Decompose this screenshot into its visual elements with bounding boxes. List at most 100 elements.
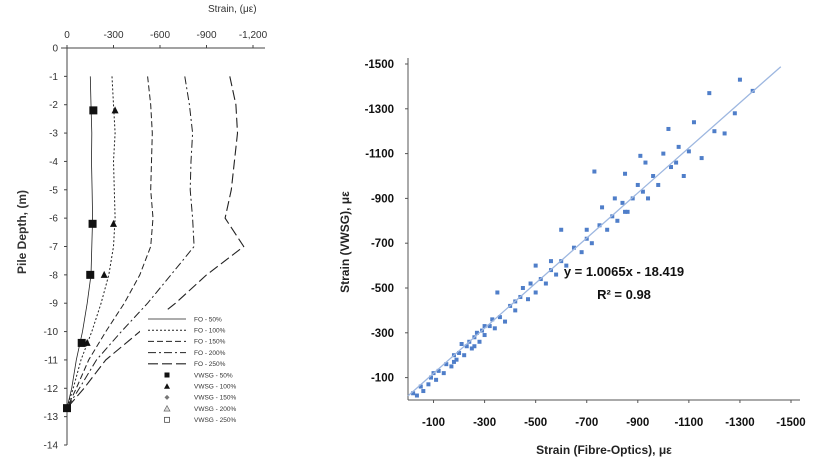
left-y-tick-label: -5 bbox=[49, 185, 58, 196]
depth-series-line bbox=[66, 76, 116, 409]
scatter-point bbox=[418, 384, 423, 389]
scatter-point bbox=[579, 250, 584, 255]
scatter-point bbox=[464, 344, 469, 349]
scatter-point bbox=[436, 368, 441, 373]
legend-box bbox=[140, 310, 264, 460]
scatter-point bbox=[691, 120, 696, 125]
legend-entry-label: VWSG - 250% bbox=[194, 417, 236, 424]
legend-entry-label: FO - 250% bbox=[194, 361, 226, 368]
right-x-tick-label: -1100 bbox=[674, 417, 703, 429]
scatter-point bbox=[457, 350, 462, 355]
left-y-tick-label: -11 bbox=[44, 355, 58, 366]
left-y-tick-label: -10 bbox=[44, 327, 59, 338]
right-x-tick-label: -500 bbox=[524, 417, 547, 429]
right-x-tick-label: -300 bbox=[473, 417, 496, 429]
scatter-point bbox=[643, 160, 648, 165]
scatter-point bbox=[444, 362, 449, 367]
right-y-tick-label: -300 bbox=[371, 328, 394, 340]
scatter-point bbox=[533, 263, 538, 268]
scatter-point bbox=[592, 169, 597, 174]
depth-series-line bbox=[66, 76, 245, 409]
vwsg-marker bbox=[77, 338, 86, 347]
right-y-tick-label: -1300 bbox=[365, 104, 394, 116]
scatter-point bbox=[651, 174, 656, 178]
right-y-tick-label: -1100 bbox=[365, 149, 394, 161]
legend-entry-label: VWSG - 100% bbox=[194, 384, 236, 391]
scatter-point bbox=[559, 227, 564, 232]
vwsg-marker bbox=[88, 219, 97, 228]
scatter-point bbox=[513, 308, 518, 313]
legend-entry-label: FO - 100% bbox=[194, 328, 226, 335]
scatter-point bbox=[668, 165, 673, 170]
depth-profile-chart: Strain, (με) 0 -300 -600 -900 -1,200 0 -1 -2 -3… bbox=[15, 4, 268, 460]
right-y-tick-label: -700 bbox=[371, 238, 394, 250]
scatter-point bbox=[472, 344, 477, 349]
scatter-point bbox=[495, 290, 500, 295]
scatter-point bbox=[548, 259, 553, 264]
scatter-point bbox=[482, 333, 487, 338]
scatter-point bbox=[686, 149, 691, 154]
scatter-point bbox=[543, 281, 548, 286]
scatter-point bbox=[676, 144, 681, 149]
scatter-point bbox=[661, 151, 666, 156]
right-x-tick-label: -900 bbox=[626, 417, 649, 429]
left-x-tick-label: -900 bbox=[196, 30, 216, 41]
right-y-tick-label: -500 bbox=[371, 283, 394, 295]
scatter-point bbox=[612, 196, 617, 201]
scatter-point bbox=[564, 263, 569, 268]
scatter-point bbox=[707, 91, 712, 96]
top-axis-label: Strain, (με) bbox=[208, 4, 257, 15]
right-y-tick-label: -900 bbox=[371, 193, 394, 205]
left-axes bbox=[61, 45, 265, 446]
right-x-axis-label: Strain (Fibre-Optics), με bbox=[536, 443, 672, 457]
right-y-tick-labels: -100 -300 -500 -700 -900 -1100 -1300 -1500 bbox=[365, 59, 394, 385]
scatter-point bbox=[477, 339, 482, 344]
trendline bbox=[407, 66, 782, 397]
left-y-tick-label: -13 bbox=[44, 412, 59, 423]
scatter-point bbox=[737, 77, 742, 82]
r-squared-label: R² = 0.98 bbox=[597, 287, 651, 302]
scatter-point bbox=[732, 111, 737, 116]
left-y-tick-label: -7 bbox=[49, 242, 58, 253]
left-x-tick-label: -600 bbox=[150, 30, 170, 41]
scatter-point bbox=[712, 129, 717, 134]
right-x-tick-labels: -100 -300 -500 -700 -900 -1100 -1300 -1500 bbox=[422, 417, 806, 429]
legend-entry-label: VWSG - 200% bbox=[194, 406, 236, 413]
scatter-point bbox=[487, 324, 492, 329]
scatter-point bbox=[520, 286, 525, 290]
scatter-point bbox=[600, 205, 605, 210]
scatter-point bbox=[571, 245, 576, 250]
left-y-tick-label: -3 bbox=[49, 129, 58, 140]
scatter-point bbox=[615, 218, 620, 223]
scatter-point bbox=[462, 353, 467, 358]
scatter-point bbox=[434, 377, 439, 382]
scatter-point bbox=[625, 209, 630, 214]
scatter-point bbox=[441, 371, 446, 376]
scatter-point bbox=[451, 359, 456, 364]
left-x-tick-label: -300 bbox=[103, 30, 123, 41]
scatter-point bbox=[474, 330, 479, 335]
depth-series-line bbox=[66, 76, 195, 409]
left-y-tick-label: -6 bbox=[49, 214, 58, 225]
left-series-group bbox=[63, 76, 245, 413]
scatter-point bbox=[674, 160, 679, 165]
right-y-tick-label: -1500 bbox=[365, 59, 394, 71]
scatter-points bbox=[411, 77, 755, 398]
scatter-point bbox=[533, 290, 538, 295]
left-y-tick-label: -14 bbox=[44, 441, 59, 452]
scatter-point bbox=[497, 315, 502, 320]
vwsg-marker bbox=[110, 219, 117, 227]
scatter-point bbox=[428, 375, 433, 380]
scatter-point bbox=[597, 223, 602, 228]
scatter-point bbox=[699, 156, 704, 161]
legend-marker-swatch bbox=[164, 383, 170, 389]
scatter-point bbox=[584, 227, 589, 232]
scatter-point bbox=[469, 346, 474, 351]
scatter-point bbox=[421, 389, 426, 394]
scatter-point bbox=[656, 182, 661, 187]
legend-marker-swatch bbox=[164, 394, 170, 400]
scatter-point bbox=[589, 241, 594, 246]
scatter-point bbox=[623, 209, 628, 214]
vwsg-marker bbox=[111, 106, 119, 114]
